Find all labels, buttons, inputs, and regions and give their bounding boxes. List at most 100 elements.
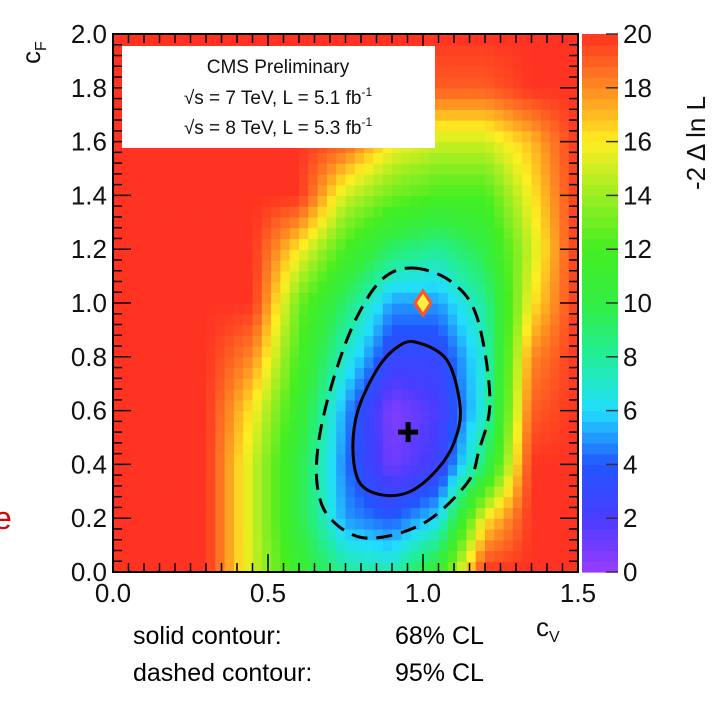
heatmap-cell [540, 98, 551, 110]
heatmap-cell [466, 66, 477, 78]
heatmap-cell [485, 216, 495, 229]
heatmap-cell [540, 216, 551, 229]
heatmap-cell [317, 184, 328, 196]
heatmap-cell [438, 87, 449, 100]
heatmap-cell [308, 496, 319, 509]
heatmap-cell [308, 399, 319, 412]
heatmap-cell [550, 55, 560, 67]
heatmap-cell [373, 195, 384, 207]
heatmap-cell [326, 421, 337, 433]
heatmap-cell [150, 195, 161, 207]
heatmap-cell [438, 356, 449, 369]
heatmap-cell [438, 55, 449, 67]
heatmap-cell [317, 238, 328, 250]
heatmap-cell [150, 421, 161, 433]
heatmap-cell [345, 152, 356, 164]
heatmap-cell [392, 464, 402, 476]
heatmap-cell [224, 453, 235, 465]
heatmap-cell [345, 184, 356, 196]
heatmap-cell [494, 539, 505, 552]
heatmap-cell [261, 313, 272, 326]
heatmap-cell [438, 184, 449, 196]
heatmap-cell [503, 206, 514, 218]
heatmap-cell [252, 550, 263, 562]
y-tick-label: 0.6 [71, 396, 107, 426]
heatmap-cell [531, 528, 542, 541]
heatmap-cell [410, 496, 421, 509]
heatmap-cell [373, 496, 384, 509]
heatmap-cell [159, 528, 170, 541]
heatmap-cell [317, 507, 328, 519]
heatmap-cell [140, 313, 151, 326]
heatmap-cell [466, 442, 477, 455]
colorbar-cell [582, 206, 618, 218]
heatmap-cell [206, 464, 216, 476]
heatmap-cell [373, 507, 384, 519]
heatmap-cell [494, 184, 505, 196]
heatmap-cell [512, 561, 523, 573]
heatmap-cell [289, 216, 300, 229]
heatmap-cell [401, 367, 412, 379]
heatmap-cell [457, 475, 467, 487]
heatmap-cell [550, 141, 560, 153]
heatmap-cell [252, 539, 263, 552]
heatmap-cell [550, 184, 560, 196]
heatmap-cell [475, 292, 486, 304]
heatmap-cell [512, 324, 523, 336]
heatmap-cell [447, 399, 458, 412]
heatmap-cell [252, 507, 263, 519]
heatmap-cell [354, 496, 365, 509]
heatmap-cell [457, 539, 467, 552]
heatmap-cell [271, 378, 281, 390]
heatmap-cell [438, 324, 449, 336]
heatmap-cell [373, 550, 384, 562]
heatmap-cell [392, 259, 402, 272]
heatmap-cell [336, 324, 347, 336]
heatmap-cell [475, 303, 486, 315]
heatmap-cell [261, 270, 272, 283]
heatmap-cell [206, 324, 216, 336]
heatmap-cell [196, 238, 207, 250]
heatmap-cell [168, 259, 179, 272]
heatmap-cell [568, 152, 579, 164]
heatmap-cell [466, 292, 477, 304]
heatmap-cell [113, 238, 123, 250]
heatmap-cell [447, 475, 458, 487]
heatmap-cell [401, 313, 412, 326]
heatmap-cell [447, 410, 458, 422]
heatmap-cell [475, 464, 486, 476]
heatmap-cell [466, 485, 477, 498]
heatmap-cell [457, 518, 467, 530]
heatmap-cell [438, 367, 449, 379]
heatmap-cell [568, 324, 579, 336]
contours [314, 266, 492, 540]
heatmap-cell [466, 389, 477, 401]
heatmap-cell [131, 259, 142, 272]
heatmap-cell [550, 249, 560, 261]
heatmap-cell [438, 561, 449, 573]
heatmap-cell [373, 346, 384, 358]
heatmap-cell [447, 55, 458, 67]
heatmap-cell [224, 259, 235, 272]
heatmap-cell [419, 507, 430, 519]
heatmap-cell [494, 550, 505, 562]
heatmap-cell [187, 152, 198, 164]
heatmap-cell [215, 367, 226, 379]
heatmap-cell [457, 367, 467, 379]
heatmap-cell [568, 98, 579, 110]
heatmap-cell [429, 34, 440, 46]
heatmap-cell [485, 77, 495, 89]
heatmap-cell [540, 550, 551, 562]
heatmap-cell [178, 34, 188, 46]
heatmap-cell [522, 346, 533, 358]
heatmap-cell [364, 421, 374, 433]
heatmap-cell [494, 44, 505, 57]
heatmap-cell [410, 464, 421, 476]
heatmap-cell [494, 163, 505, 175]
heatmap-cell [150, 496, 161, 509]
heatmap-cell [485, 399, 495, 412]
heatmap-cell [447, 528, 458, 541]
heatmap-cell [299, 281, 309, 293]
heatmap-cell [494, 496, 505, 509]
heatmap-cell [150, 238, 161, 250]
